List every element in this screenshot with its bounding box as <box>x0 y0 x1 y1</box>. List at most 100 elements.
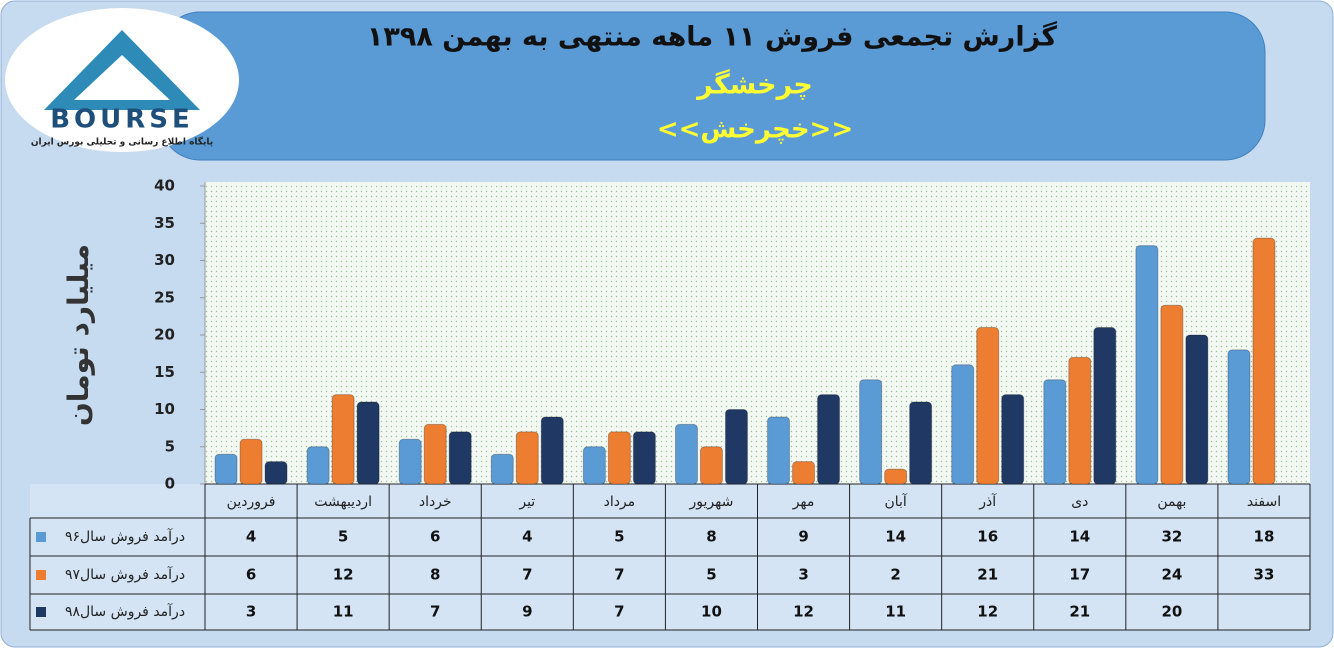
bar <box>1043 379 1067 485</box>
table-value: 21 <box>977 566 998 584</box>
x-tick-label: اردیبهشت <box>314 494 372 510</box>
table-value: 5 <box>338 528 348 546</box>
legend-key <box>36 570 46 580</box>
bar <box>976 327 1000 485</box>
table-value: 3 <box>246 603 256 621</box>
table-value: 16 <box>977 528 998 546</box>
x-tick-label: بهمن <box>1157 494 1186 510</box>
table-value: 6 <box>246 566 256 584</box>
table-value: 12 <box>333 566 354 584</box>
table-value: 3 <box>798 566 808 584</box>
bar <box>1252 237 1276 485</box>
table-value: 4 <box>522 528 532 546</box>
bar <box>792 461 816 485</box>
bar <box>1001 394 1025 485</box>
table-value: 11 <box>333 603 354 621</box>
bar <box>239 438 263 485</box>
x-tick-label: تیر <box>518 494 535 510</box>
table-value: 9 <box>798 528 808 546</box>
bar <box>398 438 422 485</box>
table-value: 5 <box>706 566 716 584</box>
x-tick-label: مهر <box>792 494 815 510</box>
table-value: 8 <box>706 528 716 546</box>
x-tick-label: مرداد <box>604 494 636 510</box>
table-value: 17 <box>1069 566 1090 584</box>
y-tick-label: 5 <box>165 437 175 455</box>
x-tick-label: آذر <box>978 493 997 510</box>
x-tick-label: دی <box>1071 494 1088 510</box>
table-value: 7 <box>614 603 624 621</box>
table-value: 6 <box>430 528 440 546</box>
table-value: 18 <box>1254 528 1275 546</box>
table-value: 5 <box>614 528 624 546</box>
table-value: 7 <box>614 566 624 584</box>
bar <box>859 379 883 485</box>
bar <box>674 423 698 485</box>
table-value: 24 <box>1161 566 1182 584</box>
legend-label: درآمد فروش سال۹۷ <box>65 566 185 583</box>
table-value: 33 <box>1254 566 1275 584</box>
chart-subtitle: چرخشگر <box>695 69 813 101</box>
bar <box>699 446 723 485</box>
y-tick-label: 25 <box>154 288 175 306</box>
logo-tagline: پایگاه اطلاع رسانی و تحلیلی بورس ایران <box>31 136 213 148</box>
bar <box>214 453 238 485</box>
bar <box>1068 356 1092 485</box>
bar <box>540 416 564 485</box>
bar <box>1160 304 1184 485</box>
y-tick-label: 35 <box>154 214 175 232</box>
y-tick-label: 20 <box>154 326 175 344</box>
y-axis-label: میلیارد تومان <box>62 244 95 426</box>
table-value: 10 <box>701 603 722 621</box>
bar <box>264 461 288 485</box>
table-value: 32 <box>1161 528 1182 546</box>
bar <box>515 431 539 485</box>
chart-symbol: <<خچرخش>> <box>657 115 853 145</box>
table-value: 21 <box>1069 603 1090 621</box>
bar <box>490 453 514 485</box>
x-tick-label: فروردین <box>227 494 276 510</box>
table-value: 12 <box>977 603 998 621</box>
bar <box>331 394 355 485</box>
bar <box>423 423 447 485</box>
legend-key <box>36 532 46 542</box>
bar <box>1185 334 1209 485</box>
table-value: 2 <box>890 566 900 584</box>
table-value: 4 <box>246 528 256 546</box>
y-tick-label: 30 <box>154 251 175 269</box>
bar <box>1093 327 1117 485</box>
bar <box>884 468 908 485</box>
bar <box>1135 245 1159 485</box>
table-value: 7 <box>522 566 532 584</box>
y-tick-label: 40 <box>154 177 175 195</box>
data-table <box>30 484 1310 630</box>
table-value: 20 <box>1161 603 1182 621</box>
bar <box>767 416 791 485</box>
y-tick-label: 10 <box>154 400 175 418</box>
logo-shape <box>74 55 170 100</box>
bar <box>356 401 380 485</box>
bar <box>951 364 975 485</box>
bar <box>909 401 933 485</box>
x-tick-label: اسفند <box>1247 494 1281 510</box>
bar <box>607 431 631 485</box>
bar <box>817 394 841 485</box>
bar <box>582 446 606 485</box>
y-tick-label: 15 <box>154 363 175 381</box>
bar <box>306 446 330 485</box>
x-tick-label: خرداد <box>419 494 452 510</box>
table-value: 8 <box>430 566 440 584</box>
table-value: 14 <box>885 528 906 546</box>
x-tick-label: آبان <box>884 493 907 510</box>
bar <box>724 409 748 485</box>
bar <box>1227 349 1251 485</box>
bar <box>448 431 472 485</box>
y-tick-label: 0 <box>165 475 175 493</box>
legend-key <box>36 607 46 617</box>
table-value: 9 <box>522 603 532 621</box>
legend-label: درآمد فروش سال۹۸ <box>65 603 185 620</box>
logo-name: BOURSE <box>50 105 194 135</box>
legend-label: درآمد فروش سال۹۶ <box>65 528 185 545</box>
table-value: 12 <box>793 603 814 621</box>
